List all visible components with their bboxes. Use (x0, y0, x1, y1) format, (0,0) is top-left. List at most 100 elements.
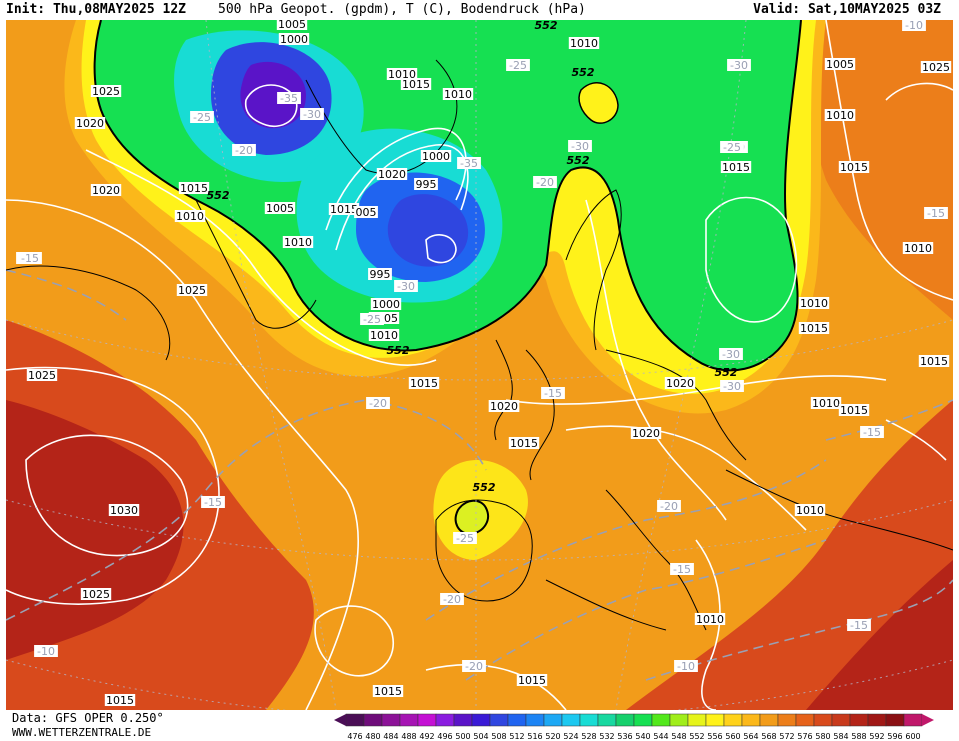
contour-552-iberia (454, 499, 490, 536)
gpdm-label: 552 (567, 154, 590, 167)
temperature-label: -25 (506, 59, 530, 72)
svg-text:1020: 1020 (378, 168, 406, 181)
svg-text:552: 552 (572, 66, 595, 79)
isobar-label: 1010 (282, 236, 314, 249)
svg-text:-25: -25 (509, 59, 527, 72)
isobar-label: 1020 (74, 117, 106, 130)
legend-value: 576 (797, 732, 812, 741)
svg-text:1010: 1010 (904, 242, 932, 255)
legend-value: 556 (707, 732, 722, 741)
svg-text:552: 552 (207, 189, 230, 202)
svg-text:1015: 1015 (180, 182, 208, 195)
isobar-label: 1020 (664, 377, 696, 390)
temperature-label: -10 (902, 20, 926, 32)
isobar-label: 1025 (176, 284, 208, 297)
isobar-label: 1025 (920, 61, 952, 74)
isobar-label: 1015 (372, 685, 404, 698)
gpdm-label-layer: 552 552 552 552 552 552 552 (207, 20, 738, 494)
svg-text:-15: -15 (850, 619, 868, 632)
svg-text:-20: -20 (465, 660, 483, 673)
temperature-label: -30 (727, 59, 751, 72)
isobar-label: 1015 (918, 355, 950, 368)
svg-text:1010: 1010 (826, 109, 854, 122)
legend-swatch (399, 713, 419, 727)
svg-text:995: 995 (416, 178, 437, 191)
isobar-label: 1020 (90, 184, 122, 197)
legend-swatch (345, 713, 365, 727)
legend-value: 548 (671, 732, 686, 741)
legend-value: 508 (491, 732, 506, 741)
legend-value: 564 (743, 732, 758, 741)
svg-text:1025: 1025 (82, 588, 110, 601)
legend-value: 572 (779, 732, 794, 741)
legend-swatch (507, 713, 527, 727)
isobar-label: 1010 (386, 68, 418, 81)
legend-swatch (759, 713, 779, 727)
isobar-label: 1020 (630, 427, 662, 440)
isobar-label: 1010 (810, 397, 842, 410)
svg-text:1030: 1030 (110, 504, 138, 517)
legend-value: 532 (599, 732, 614, 741)
legend-swatch (381, 713, 401, 727)
isobar-label: 1025 (90, 85, 122, 98)
svg-text:1020: 1020 (92, 184, 120, 197)
coastlines (6, 59, 953, 631)
temperature-label: -30 (568, 140, 592, 153)
temperature-label: -35 (457, 157, 481, 170)
legend-value: 600 (905, 732, 920, 741)
temperature-label: -10 (674, 660, 698, 673)
svg-text:-20: -20 (235, 144, 253, 157)
isobar-label: 1000 (420, 150, 452, 163)
field-red-east (626, 400, 953, 710)
map-header: Init: Thu,08MAY2025 12Z 500 hPa Geopot. … (0, 0, 959, 20)
isobar-label: 1010 (442, 88, 474, 101)
temperature-label: -25 (360, 313, 384, 326)
svg-text:-15: -15 (21, 252, 39, 265)
temperature-label: -15 (924, 207, 948, 220)
temperature-label: -15 (201, 496, 225, 509)
field-deep-red-sw (6, 400, 184, 660)
isobar-label: 995 (414, 178, 438, 191)
legend-value: 524 (563, 732, 578, 741)
isobar-label: 1010 (368, 329, 400, 342)
svg-text:1025: 1025 (178, 284, 206, 297)
gpdm-label: 552 (207, 189, 230, 202)
legend-value: 592 (869, 732, 884, 741)
svg-text:-15: -15 (673, 563, 691, 576)
svg-text:1010: 1010 (800, 297, 828, 310)
legend-swatch (669, 713, 689, 727)
svg-text:1015: 1015 (800, 322, 828, 335)
svg-text:552: 552 (473, 481, 496, 494)
legend-swatch (705, 713, 725, 727)
field-yellow-blob-scandinavia (579, 82, 618, 124)
legend-swatch (471, 713, 491, 727)
svg-text:1025: 1025 (922, 61, 950, 74)
valid-time-label: Valid: Sat,10MAY2025 03Z (753, 2, 941, 17)
temperature-label: -10 (34, 645, 58, 658)
isobar-label: 1015 (720, 161, 752, 174)
data-source-label: Data: GFS OPER 0.250° (12, 711, 164, 725)
temperature-label: -30 (720, 380, 744, 393)
svg-text:1015: 1015 (510, 437, 538, 450)
svg-text:-10: -10 (677, 660, 695, 673)
legend-swatch (597, 713, 617, 727)
svg-text:1020: 1020 (632, 427, 660, 440)
legend-swatch (525, 713, 545, 727)
isobar-label: 1020 (376, 168, 408, 181)
isobar-label: 1015 (516, 674, 548, 687)
legend-value: 580 (815, 732, 830, 741)
contour-552-north (93, 20, 802, 372)
svg-text:1010: 1010 (796, 504, 824, 517)
svg-text:-35: -35 (280, 92, 298, 105)
field-purple-low-greenland (240, 61, 306, 129)
init-time-label: Init: Thu,08MAY2025 12Z (6, 2, 187, 17)
isobar-label: 1015 (178, 182, 210, 195)
field-deep-red-se (806, 560, 953, 710)
legend-value: 512 (509, 732, 524, 741)
temperature-label: -15 (670, 563, 694, 576)
color-legend: 476 480 484 488 492 496 500 504 508 512 516 520 524 5… (334, 713, 934, 741)
svg-text:-25: -25 (363, 313, 381, 326)
legend-value: 516 (527, 732, 542, 741)
